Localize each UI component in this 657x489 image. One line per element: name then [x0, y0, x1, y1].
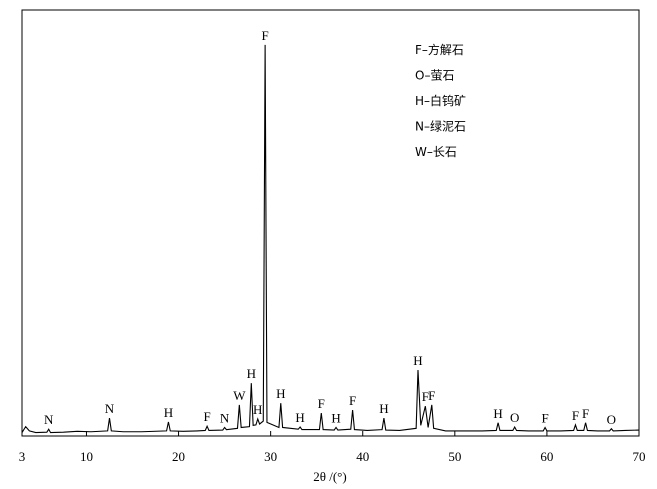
peak-label: H [331, 410, 340, 425]
peak-label: F [318, 396, 325, 411]
peak-label: H [493, 406, 502, 421]
x-tick-label: 20 [172, 449, 185, 464]
legend-entry: W–长石 [415, 145, 457, 159]
peak-label: W [233, 388, 246, 403]
x-tick-label: 40 [356, 449, 369, 464]
legend-entry: F–方解石 [415, 42, 464, 57]
peak-label: O [607, 412, 616, 427]
peak-label: H [164, 405, 173, 420]
legend-entry: N–绿泥石 [415, 119, 466, 134]
xrd-trace [21, 44, 640, 434]
peak-label: H [413, 353, 422, 368]
peak-label: H [379, 401, 388, 416]
peak-label: H [253, 402, 262, 417]
peak-label: F [428, 388, 435, 403]
peak-label: F [261, 28, 268, 43]
peak-label: N [220, 410, 230, 425]
peak-label: N [105, 401, 115, 416]
legend-entry: O–萤石 [415, 69, 454, 83]
peak-label: H [276, 386, 285, 401]
peak-label: F [541, 410, 548, 425]
x-tick-label: 3 [19, 449, 26, 464]
x-axis-label: 2θ /(°) [313, 469, 346, 484]
x-tick-label: 30 [264, 449, 277, 464]
peak-label: N [44, 412, 54, 427]
x-tick-label: 60 [540, 449, 553, 464]
x-tick-label: 10 [80, 449, 93, 464]
peak-label: H [295, 410, 304, 425]
peak-label: F [349, 393, 356, 408]
peak-label: F [422, 389, 429, 404]
peak-label: F [582, 406, 589, 421]
peak-label: H [247, 366, 256, 381]
legend-entry: H–白钨矿 [415, 93, 466, 108]
peak-label: O [510, 410, 519, 425]
peak-label: F [572, 408, 579, 423]
x-tick-label: 70 [633, 449, 646, 464]
peak-label: F [203, 409, 210, 424]
plot-frame [21, 9, 640, 437]
x-tick-label: 50 [448, 449, 461, 464]
